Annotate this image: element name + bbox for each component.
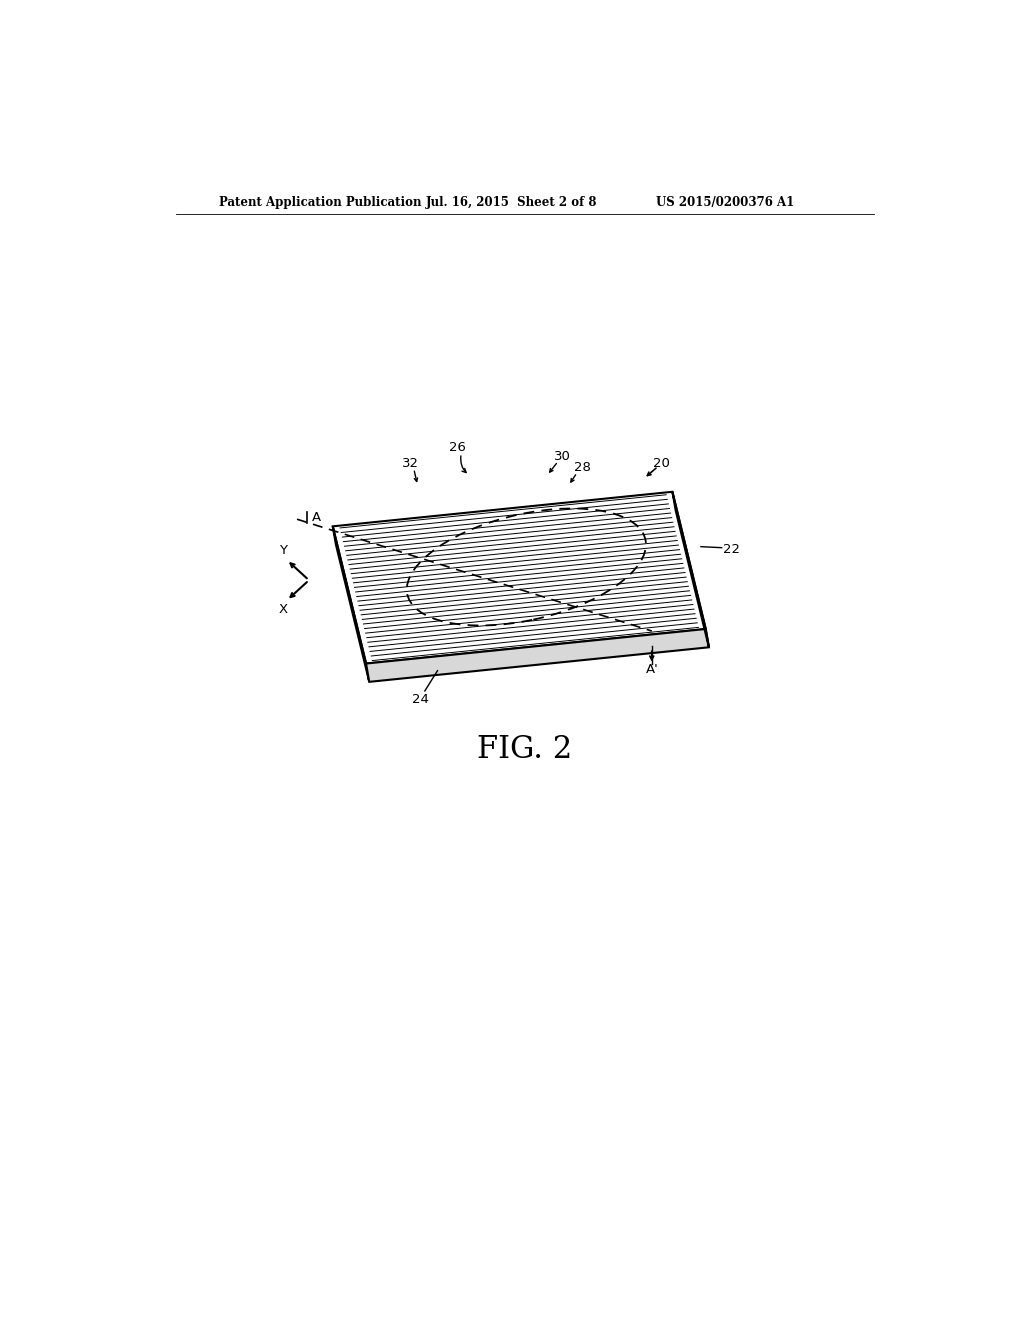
Text: Y: Y	[279, 544, 287, 557]
Polygon shape	[673, 492, 709, 647]
Text: A: A	[311, 511, 321, 524]
Text: US 2015/0200376 A1: US 2015/0200376 A1	[655, 195, 794, 209]
Text: 30: 30	[554, 450, 571, 463]
Text: 24: 24	[412, 693, 428, 706]
Text: 32: 32	[402, 457, 419, 470]
Text: FIG. 2: FIG. 2	[477, 734, 572, 766]
Text: Jul. 16, 2015  Sheet 2 of 8: Jul. 16, 2015 Sheet 2 of 8	[426, 195, 597, 209]
Text: 22: 22	[723, 544, 739, 556]
Polygon shape	[333, 527, 370, 682]
Text: 26: 26	[449, 441, 466, 454]
Text: 28: 28	[573, 461, 591, 474]
Polygon shape	[333, 492, 706, 664]
Polygon shape	[367, 630, 709, 682]
Text: 20: 20	[653, 457, 670, 470]
Text: X: X	[279, 603, 288, 616]
Text: A': A'	[645, 663, 658, 676]
Text: Patent Application Publication: Patent Application Publication	[219, 195, 422, 209]
